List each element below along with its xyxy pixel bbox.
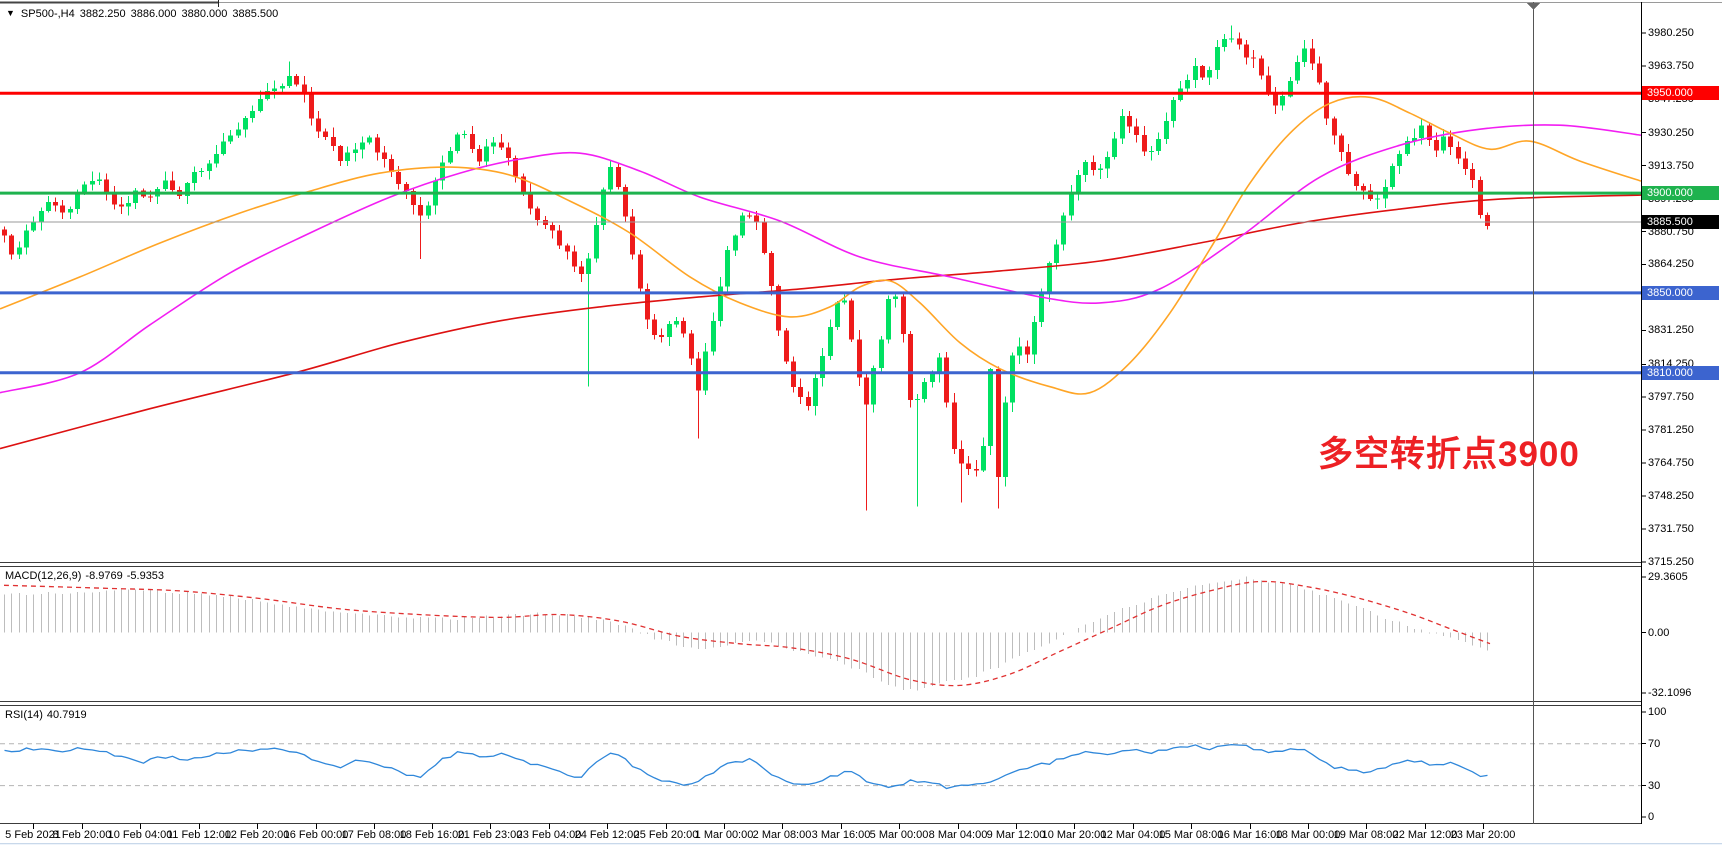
symbol-dropdown-icon[interactable]: ▼ (6, 8, 15, 18)
bottom-strip (0, 843, 1722, 845)
time-tick-label: 24 Feb 12:00 (574, 829, 640, 841)
macd-histogram (4, 576, 1488, 691)
time-tick-label: 9 Mar 12:00 (986, 829, 1046, 841)
time-tick-label: 10 Feb 04:00 (107, 829, 173, 841)
price-badge-3810.000: 3810.000 (1642, 365, 1719, 380)
macd-signal-value: -5.9353 (126, 570, 165, 582)
ma-slow-red (0, 194, 1642, 450)
time-tick-label: 15 Mar 08:00 (1158, 829, 1224, 841)
price-tick-label: 3781.250 (1648, 424, 1694, 437)
rsi-tick-label: 100 (1648, 706, 1667, 719)
low-value: 3880.000 (181, 8, 228, 20)
time-tick-label: 18 Mar 00:00 (1275, 829, 1341, 841)
time-tick-label: 25 Feb 20:00 (633, 829, 699, 841)
price-tick-label: 3913.750 (1648, 159, 1694, 172)
chart-shift-marker-icon (1527, 3, 1540, 10)
annotation-text: 多空转折点3900 (1318, 435, 1580, 474)
time-tick-label: 16 Mar 16:00 (1217, 829, 1283, 841)
macd-tick-label: -32.1096 (1648, 687, 1692, 700)
time-tick-label: 1 Mar 00:00 (694, 829, 754, 841)
time-tick-label: 23 Mar 20:00 (1450, 829, 1516, 841)
rsi-line (4, 743, 1488, 790)
ma-fast-orange (0, 95, 1642, 395)
macd-tick-label: 0.00 (1648, 626, 1670, 639)
rsi-value: 40.7919 (46, 709, 87, 721)
rsi-name: RSI(14) (5, 709, 43, 721)
price-badge-3885.500: 3885.500 (1642, 215, 1719, 230)
time-tick-label: 2 Mar 08:00 (752, 829, 812, 841)
time-tick-label: 16 Feb 00:00 (283, 829, 349, 841)
time-tick-label: 22 Mar 12:00 (1392, 829, 1458, 841)
time-tick-label: 23 Feb 04:00 (516, 829, 582, 841)
close-value: 3885.500 (232, 8, 279, 20)
price-badge-3900.000: 3900.000 (1642, 186, 1719, 201)
price-tick-label: 3980.250 (1648, 26, 1694, 39)
macd-indicator-label: MACD(12,26,9) -8.9769 -5.9353 (5, 570, 168, 582)
time-tick-label: 17 Feb 08:00 (341, 829, 407, 841)
rsi-indicator-label: RSI(14) 40.7919 (5, 709, 91, 721)
price-tick-label: 3930.250 (1648, 126, 1694, 139)
time-tick-label: 18 Feb 16:00 (399, 829, 465, 841)
time-tick-label: 12 Feb 20:00 (224, 829, 290, 841)
open-value: 3882.250 (79, 8, 126, 20)
time-tick-label: 5 Feb 2021 (5, 829, 61, 841)
price-tick-label: 3864.250 (1648, 258, 1694, 271)
time-tick-label: 10 Mar 20:00 (1041, 829, 1107, 841)
price-badge-3950.000: 3950.000 (1642, 86, 1719, 101)
price-tick-label: 3748.250 (1648, 490, 1694, 503)
time-tick-label: 8 Mar 04:00 (928, 829, 988, 841)
price-tick-label: 3831.250 (1648, 324, 1694, 337)
macd-main-value: -8.9769 (85, 570, 123, 582)
high-value: 3886.000 (130, 8, 177, 20)
time-tick-label: 12 Mar 04:00 (1100, 829, 1166, 841)
time-tick-label: 21 Feb 23:00 (457, 829, 523, 841)
price-tick-label: 3764.750 (1648, 457, 1694, 470)
symbol-period-label: SP500-,H4 (20, 8, 75, 20)
macd-tick-label: 29.3605 (1648, 571, 1688, 584)
rsi-tick-label: 70 (1648, 737, 1661, 750)
price-tick-label: 3797.750 (1648, 391, 1694, 404)
time-tick-label: 5 Mar 00:00 (869, 829, 929, 841)
rsi-tick-label: 0 (1648, 811, 1655, 823)
macd-signal-line (3, 580, 1491, 687)
candles (2, 25, 1490, 511)
time-tick-label: 3 Mar 16:00 (811, 829, 871, 841)
price-tick-label: 3731.750 (1648, 522, 1694, 535)
price-badge-3850.000: 3850.000 (1642, 285, 1719, 300)
price-tick-label: 3963.750 (1648, 59, 1694, 72)
ohlc-header[interactable]: ▼ SP500-,H4 3882.250 3886.000 3880.000 3885.5… (6, 8, 283, 20)
macd-name: MACD(12,26,9) (5, 570, 82, 582)
ma-mid-magenta (0, 124, 1642, 394)
price-tick-label: 3715.250 (1648, 555, 1694, 568)
time-tick-label: 19 Mar 08:00 (1333, 829, 1399, 841)
rsi-tick-label: 30 (1648, 779, 1661, 792)
time-tick-label: 11 Feb 12:00 (166, 829, 232, 841)
time-tick-label: 8 Feb 20:00 (52, 829, 112, 841)
